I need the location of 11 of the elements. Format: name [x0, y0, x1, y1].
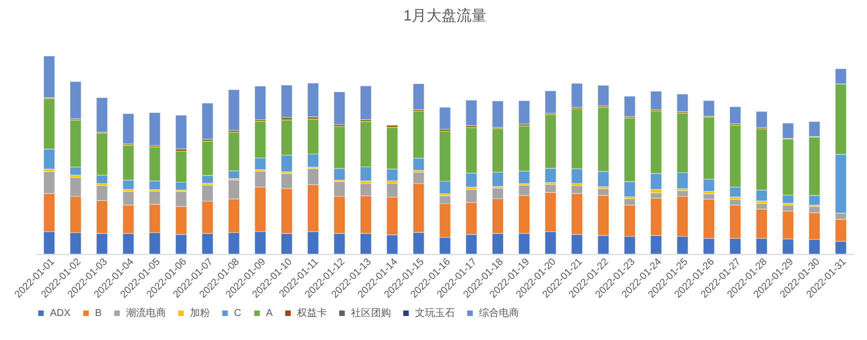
legend-label: C: [234, 308, 242, 320]
chart-title: 1月大盘流量: [403, 8, 487, 25]
legend-label: 加粉: [190, 307, 210, 320]
legend-label: A: [266, 308, 273, 320]
legend-label: B: [95, 308, 102, 320]
legend-label: 社区团购: [351, 307, 391, 320]
legend-label: 潮流电商: [126, 307, 166, 320]
legend-label: 权益卡: [296, 307, 327, 320]
legend-label: ADX: [50, 308, 71, 320]
legend-label: 综合电商: [479, 307, 519, 320]
legend-label: 文玩玉石: [415, 307, 455, 320]
